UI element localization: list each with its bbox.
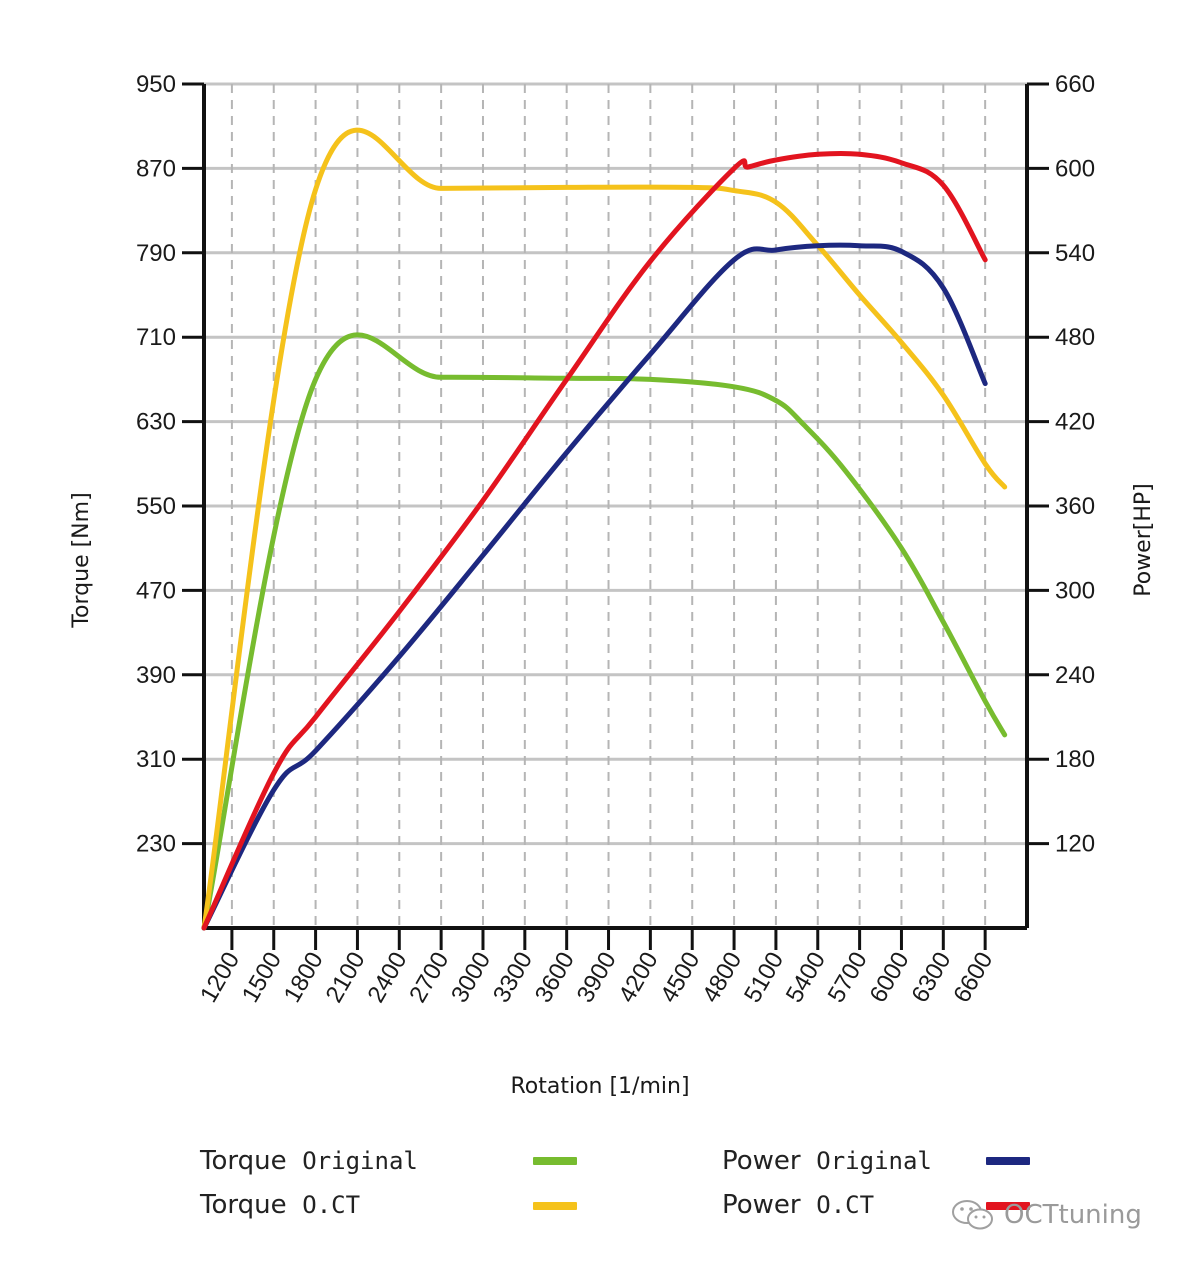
left-tick-label: 390 [136,662,176,689]
right-tick-label: 240 [1055,662,1095,689]
left-tick-label: 310 [136,746,176,773]
legend-power-oct-label: Power O.CT [722,1190,874,1220]
left-tick-label: 550 [136,493,176,520]
left-tick-label: 470 [136,577,176,604]
x-tick-label: 1500 [237,948,287,1008]
right-tick-label: 300 [1055,577,1095,604]
x-tick-label: 2400 [362,948,412,1008]
legend-torque-original-variant: Original [302,1147,418,1175]
x-tick-label: 4200 [613,948,663,1008]
series-line-power-o-ct [201,150,988,931]
x-tick-label: 2100 [321,948,371,1008]
left-tick-label: 790 [136,240,176,267]
legend-power-original-variant: Original [816,1147,932,1175]
right-axis-ticks: 120 180 240 300 360 420 480 540 600 660 [1027,71,1095,858]
x-tick-label: 3600 [530,948,580,1008]
x-tick-label: 5700 [823,948,873,1008]
series-line-torque-o-ct [201,127,1008,931]
right-tick-label: 360 [1055,493,1095,520]
right-tick-label: 120 [1055,831,1095,858]
series-line-torque-original [201,332,1008,931]
x-tick-label: 4800 [697,948,747,1008]
right-tick-label: 540 [1055,240,1095,267]
x-tick-label: 1200 [195,948,245,1008]
x-tick-label: 5100 [739,948,789,1008]
legend-torque-oct-label: Torque O.CT [200,1190,360,1220]
left-tick-label: 230 [136,831,176,858]
right-tick-label: 480 [1055,324,1095,351]
legend-torque-oct-variant: O.CT [302,1191,361,1219]
x-tick-label: 3000 [446,948,496,1008]
x-tick-label: 6000 [865,948,915,1008]
x-axis-ticks: 1200150018002100240027003000330036003900… [195,928,998,1007]
left-tick-label: 950 [136,71,176,98]
horizontal-gridlines [204,82,1027,846]
legend-power-original-label: Power Original [722,1146,932,1176]
x-tick-label: 1800 [279,948,329,1008]
left-tick-label: 630 [136,409,176,436]
wechat-icon [952,1200,993,1230]
legend-torque-original-swatch [533,1157,577,1165]
x-tick-label: 5400 [781,948,831,1008]
watermark: OCTtuning [950,1198,1142,1232]
x-tick-label: 4500 [655,948,705,1008]
x-axis-title: Rotation [1/min] [510,1074,689,1099]
x-tick-label: 3300 [488,948,538,1008]
x-tick-label: 6600 [948,948,998,1008]
legend-power-original-word: Power [722,1146,801,1176]
legend-torque-original-word: Torque [200,1146,287,1176]
x-tick-label: 3900 [572,948,622,1008]
legend-power-oct-swatch [986,1202,1030,1210]
right-tick-label: 600 [1055,155,1095,182]
left-tick-label: 710 [136,324,176,351]
left-axis-ticks: 230 310 390 470 550 630 710 790 870 950 [136,71,204,858]
series-line-power-original [201,242,988,931]
right-tick-label: 420 [1055,409,1095,436]
x-tick-label: 2700 [404,948,454,1008]
right-tick-label: 180 [1055,746,1095,773]
series-layer [201,127,1008,931]
y-axis-right-title: Power[HP] [1131,483,1156,597]
legend-power-original-swatch [986,1157,1030,1165]
watermark-text: OCTtuning [1004,1200,1142,1230]
legend-torque-oct-swatch [533,1202,577,1210]
right-tick-label: 660 [1055,71,1095,98]
legend-torque-oct-word: Torque [200,1190,287,1220]
y-axis-left-title: Torque [Nm] [69,492,94,628]
legend-torque-original-label: Torque Original [200,1146,418,1176]
legend-power-oct-word: Power [722,1190,801,1220]
legend-power-oct-variant: O.CT [816,1191,875,1219]
x-tick-label: 6300 [906,948,956,1008]
left-tick-label: 870 [136,155,176,182]
